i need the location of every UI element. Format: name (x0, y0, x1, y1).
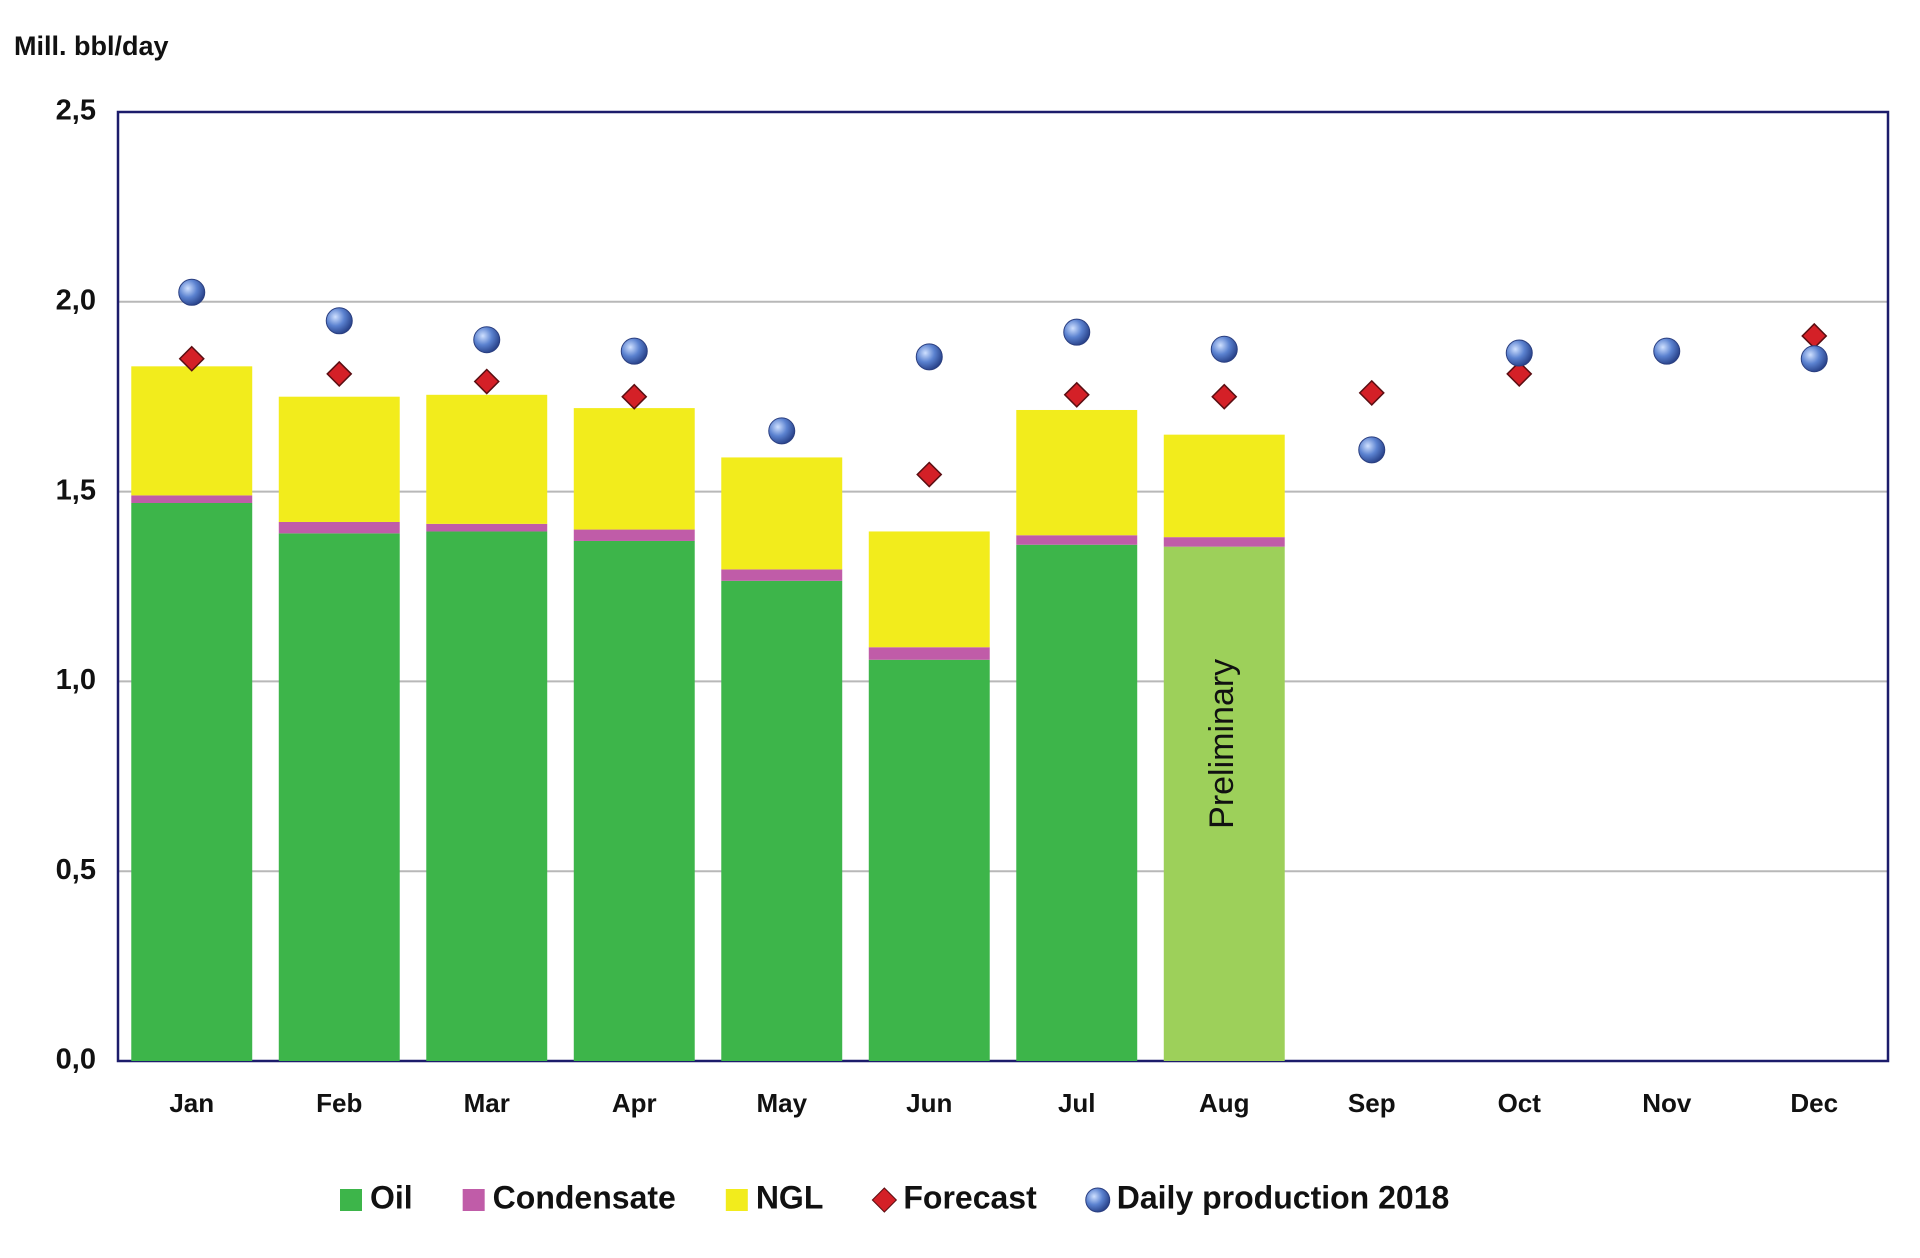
bar-segment (573, 540, 695, 1061)
daily-marker (178, 278, 206, 306)
daily-marker (1505, 339, 1533, 367)
legend-swatch (462, 1189, 485, 1211)
x-tick-label: Jun (906, 1088, 952, 1118)
y-tick-label: 0,0 (56, 1044, 96, 1076)
daily-marker (1358, 436, 1386, 464)
legend-swatch (340, 1189, 362, 1211)
x-tick-label: Oct (1498, 1088, 1542, 1118)
x-tick-label: Mar (464, 1088, 510, 1118)
forecast-marker (1801, 322, 1828, 350)
bar-segment (1016, 535, 1138, 545)
daily-marker (325, 307, 353, 335)
bar-segment (1163, 434, 1285, 538)
y-axis-label: Mill. bbl/day (14, 31, 169, 61)
annotation: Preliminary (1203, 659, 1241, 829)
x-tick-label: Apr (612, 1088, 657, 1118)
legend-label: Condensate (493, 1179, 676, 1215)
forecast-marker (1358, 379, 1385, 406)
legend-item: NGL (725, 1179, 824, 1215)
bar-segment (868, 659, 990, 1061)
legend-label: NGL (756, 1179, 824, 1215)
bar-segment (278, 533, 400, 1061)
y-tick-label: 2,5 (56, 95, 96, 127)
bar-segment (131, 495, 253, 503)
legend-item: Oil (340, 1179, 413, 1215)
x-tick-label: Aug (1199, 1088, 1250, 1118)
x-tick-label: Jan (169, 1088, 214, 1118)
y-tick-label: 1,5 (56, 474, 96, 506)
forecast-marker (1506, 360, 1533, 387)
x-tick-label: Feb (316, 1088, 362, 1118)
bar-segment (131, 502, 253, 1061)
legend-item: Forecast (871, 1179, 1037, 1215)
bar-segment (1016, 544, 1138, 1061)
y-tick-label: 2,0 (56, 284, 96, 316)
forecast-marker (473, 368, 500, 395)
bar-segment (426, 523, 548, 532)
legend-swatch (871, 1187, 898, 1213)
x-tick-label: Dec (1790, 1088, 1838, 1118)
x-tick-label: May (756, 1088, 807, 1118)
bar-segment (131, 366, 253, 496)
legend-swatch (1085, 1187, 1111, 1213)
bar-segment (426, 531, 548, 1061)
bar-segment (278, 521, 400, 534)
daily-marker (473, 326, 501, 354)
bar-segment (426, 394, 548, 524)
forecast-marker (1211, 383, 1238, 410)
bar-segment (721, 569, 843, 581)
forecast-marker (916, 461, 943, 488)
bar-segment (721, 457, 843, 570)
forecast-marker (178, 345, 205, 372)
daily-marker (1210, 335, 1238, 363)
y-tick-label: 1,0 (56, 664, 96, 696)
forecast-marker (621, 383, 648, 410)
x-tick-label: Nov (1642, 1088, 1692, 1118)
daily-marker (768, 417, 796, 445)
x-tick-label: Sep (1348, 1088, 1396, 1118)
bar-segment (868, 531, 990, 648)
x-tick-label: Jul (1058, 1088, 1096, 1118)
bar-segment (1163, 546, 1285, 1061)
daily-marker (620, 337, 648, 365)
bar-segment (278, 396, 400, 522)
bar-segment (1163, 537, 1285, 547)
bar-segment (1016, 409, 1138, 536)
bar-segment (573, 408, 695, 530)
legend-item: Daily production 2018 (1085, 1179, 1450, 1215)
daily-marker (1653, 337, 1681, 365)
legend-swatch (725, 1189, 748, 1211)
bar-segment (868, 647, 990, 660)
daily-marker (915, 343, 943, 371)
y-tick-label: 0,5 (56, 854, 96, 886)
daily-marker (1063, 318, 1091, 346)
forecast-marker (1063, 381, 1090, 408)
legend-label: Forecast (903, 1179, 1037, 1215)
legend-label: Oil (370, 1179, 413, 1215)
legend-item: Condensate (462, 1179, 676, 1215)
bar-segment (573, 529, 695, 541)
bar-segment (721, 580, 843, 1061)
daily-marker (1800, 345, 1828, 373)
forecast-marker (326, 360, 353, 387)
legend-label: Daily production 2018 (1117, 1179, 1450, 1215)
plot-border (116, 110, 1890, 1063)
